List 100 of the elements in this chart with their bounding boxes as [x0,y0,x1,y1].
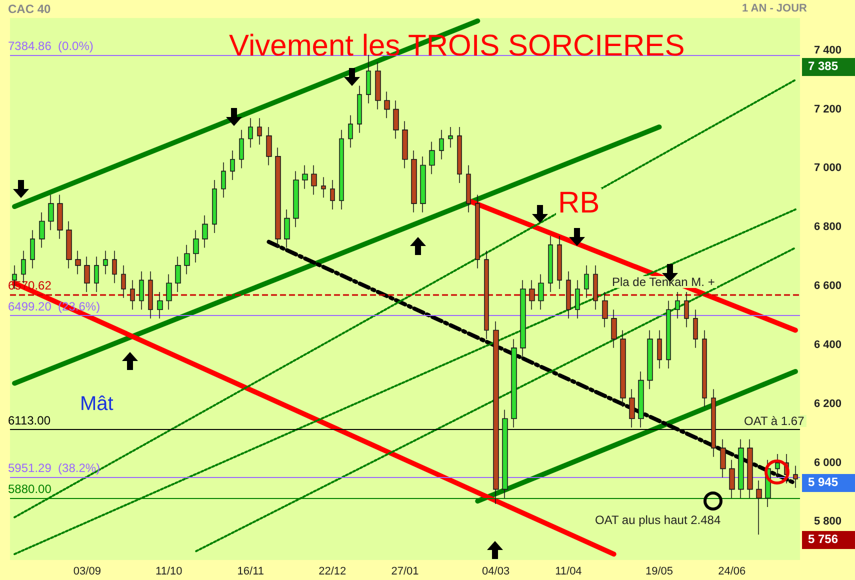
candlestick [266,126,272,166]
candlestick [84,256,90,292]
annotation: OAT au plus haut 2.484 [595,513,721,527]
candlestick [457,126,462,184]
candlestick [130,280,135,310]
candlestick [193,230,199,263]
ref-line-label: 6113.00 [8,414,51,428]
x-tick-label: 04/03 [482,566,510,578]
candlestick [257,118,262,146]
candlestick [693,309,698,348]
ref-line-label: 7384.86 (0.0%) [8,38,94,53]
candlestick [575,280,580,319]
candlestick [321,176,326,198]
candlestick [139,270,144,310]
x-tick-label: 11/04 [555,566,582,578]
candlestick [375,62,381,110]
y-tick-label: 7 200 [814,103,842,116]
candlestick [566,270,571,319]
candlestick [420,156,426,213]
candlestick [711,388,716,458]
annotation: Pla de Tenkan M. + [612,275,715,289]
candlestick [293,170,299,228]
candlestick [184,244,190,275]
candlestick [439,130,444,160]
candlestick [529,280,535,310]
candlestick [466,164,471,213]
candlestick [448,126,453,148]
annotation: Mât [80,393,114,415]
y-tick-label: 6 400 [814,338,842,351]
candlestick [148,270,153,319]
candlestick [121,265,126,298]
candlestick [302,164,308,190]
text: 5 756 [808,532,838,546]
candlestick [493,321,499,504]
candlestick [239,130,244,169]
candlestick [629,388,635,428]
x-tick-label: 11/10 [156,566,182,578]
chart-title: Vivement les TROIS SORCIERES [229,30,685,62]
x-tick-label: 22/12 [318,566,346,578]
ref-line-label: 5880.00 [8,482,52,496]
text: CAC 40 [8,2,52,16]
candlestick [75,250,81,275]
candlestick [538,274,544,310]
candlestick [502,409,508,499]
candlestick [103,250,108,275]
candlestick [202,214,208,248]
candlestick [30,230,35,269]
y-tick-label: 6 600 [814,280,842,292]
x-tick-label: 16/11 [237,566,264,578]
candlestick [157,292,163,319]
y-tick-label: 7 000 [814,162,842,174]
candlestick [738,438,744,499]
candlestick [584,265,589,298]
candlestick [548,236,553,292]
candlestick [66,220,72,269]
y-tick-label: 7 400 [814,44,842,56]
candlestick [275,147,281,248]
annotation: OAT à 1.67 [744,414,805,428]
candlestick [384,91,390,119]
text: 7 385 [808,59,838,73]
candlestick [248,118,253,148]
candlestick [393,100,399,140]
candlestick [647,330,653,390]
candlestick [775,454,780,478]
candlestick [212,180,217,234]
candlestick [284,209,290,248]
candlestick [475,194,480,269]
candlestick [638,371,644,428]
candlestick [747,438,753,499]
candlestick [593,265,598,310]
text: 5 945 [808,475,838,489]
candlestick [348,114,353,148]
candlestick [429,141,435,175]
y-tick-label: 5 800 [814,516,842,528]
candlestick [484,250,489,340]
candlestick [620,330,626,408]
candlestick [702,330,707,408]
candlestick [657,330,662,369]
candlestick [602,292,608,328]
candlestick [357,85,362,134]
candlestick [166,274,172,310]
candlestick [230,150,235,180]
candlestick [720,438,726,478]
candlestick [729,459,735,499]
candlestick [402,120,408,169]
candlestick [793,465,798,488]
candlestick [557,236,562,290]
candlestick [511,338,517,428]
candlestick [339,130,344,210]
x-tick-label: 24/06 [718,566,746,578]
candlestick [684,292,689,328]
candlestick [57,194,63,240]
candlestick [94,256,99,292]
x-tick-label: 03/09 [73,566,101,578]
candlestick [112,250,117,284]
x-tick-label: 27/01 [391,566,419,578]
candlestick [221,162,226,198]
text: 1 AN - JOUR [742,2,808,14]
candlestick [520,280,526,358]
x-tick-label: 19/05 [645,566,674,578]
